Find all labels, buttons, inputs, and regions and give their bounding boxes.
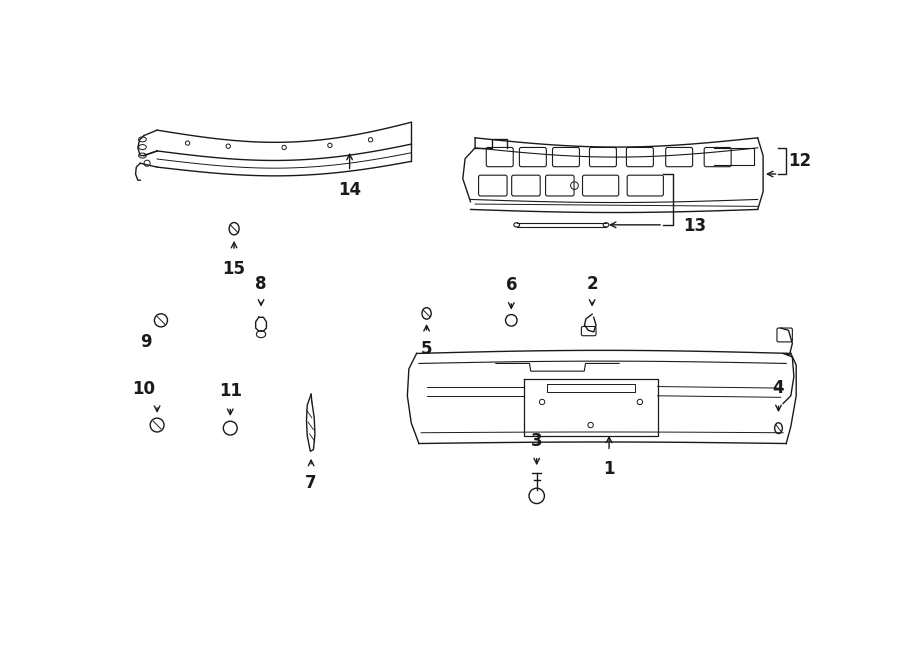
Ellipse shape [514, 223, 519, 227]
Text: 6: 6 [506, 276, 517, 294]
Ellipse shape [603, 223, 609, 227]
Text: 9: 9 [140, 332, 151, 350]
Text: 3: 3 [531, 432, 543, 449]
Text: 2: 2 [586, 274, 598, 293]
Ellipse shape [775, 423, 782, 434]
Text: 12: 12 [788, 152, 812, 170]
Text: 8: 8 [256, 274, 266, 293]
Text: 5: 5 [421, 340, 432, 358]
Text: 4: 4 [773, 379, 784, 397]
Text: 1: 1 [603, 461, 615, 479]
Text: 13: 13 [683, 217, 706, 235]
Text: 15: 15 [222, 260, 246, 278]
Ellipse shape [422, 307, 431, 319]
Ellipse shape [230, 223, 239, 235]
Text: 10: 10 [132, 380, 156, 398]
Text: 7: 7 [305, 475, 317, 492]
Text: 11: 11 [219, 381, 242, 400]
FancyBboxPatch shape [581, 327, 596, 336]
Text: 14: 14 [338, 180, 361, 199]
